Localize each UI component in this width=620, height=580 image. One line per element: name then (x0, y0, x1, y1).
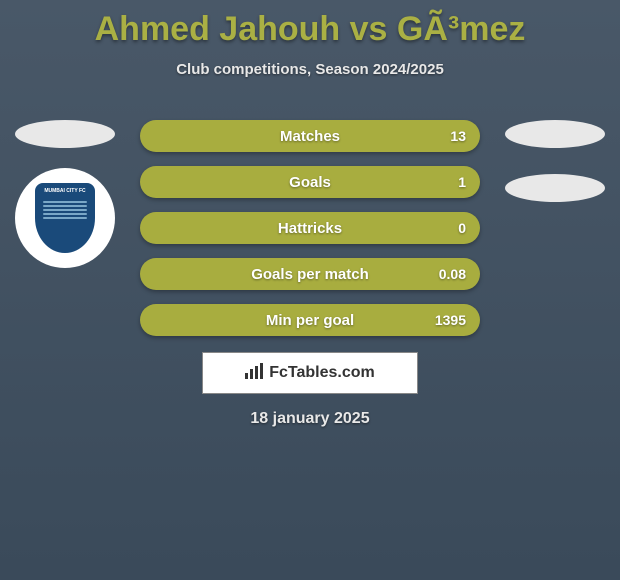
stat-label: Min per goal (266, 312, 354, 329)
player-a-placeholder-icon (15, 120, 115, 148)
club-badge-text: MUMBAI CITY FC (44, 189, 85, 195)
club-badge-waves-icon (43, 199, 87, 223)
stat-value-b: 1395 (435, 312, 466, 328)
stat-value-b: 0 (458, 220, 466, 236)
stat-row: Goals per match 0.08 (140, 258, 480, 290)
stat-value-b: 0.08 (439, 266, 466, 282)
page-subtitle: Club competitions, Season 2024/2025 (0, 61, 620, 78)
stat-value-b: 1 (458, 174, 466, 190)
page-title: Ahmed Jahouh vs GÃ³mez (0, 0, 620, 49)
stat-row: Min per goal 1395 (140, 304, 480, 336)
player-b-placeholder-icon (505, 120, 605, 148)
page-container: Ahmed Jahouh vs GÃ³mez Club competitions… (0, 0, 620, 580)
stat-row: Hattricks 0 (140, 212, 480, 244)
stats-list: Matches 13 Goals 1 Hattricks 0 Goals per… (140, 120, 480, 350)
club-badge-b-placeholder-icon (505, 174, 605, 202)
club-badge-shield-icon: MUMBAI CITY FC (35, 183, 95, 253)
stat-row: Goals 1 (140, 166, 480, 198)
stat-label: Goals (289, 174, 331, 191)
bar-chart-icon (245, 363, 263, 384)
brand-badge[interactable]: FcTables.com (202, 352, 418, 394)
left-column: MUMBAI CITY FC (10, 120, 120, 268)
right-column (500, 120, 610, 222)
date-text: 18 january 2025 (0, 410, 620, 428)
brand-text: FcTables.com (269, 364, 375, 382)
stat-row: Matches 13 (140, 120, 480, 152)
stat-value-b: 13 (450, 128, 466, 144)
stat-label: Goals per match (251, 266, 369, 283)
club-badge-a[interactable]: MUMBAI CITY FC (15, 168, 115, 268)
stat-label: Matches (280, 128, 340, 145)
stat-label: Hattricks (278, 220, 342, 237)
